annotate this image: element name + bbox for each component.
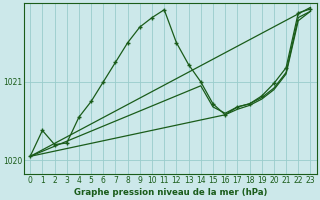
X-axis label: Graphe pression niveau de la mer (hPa): Graphe pression niveau de la mer (hPa) [74,188,267,197]
